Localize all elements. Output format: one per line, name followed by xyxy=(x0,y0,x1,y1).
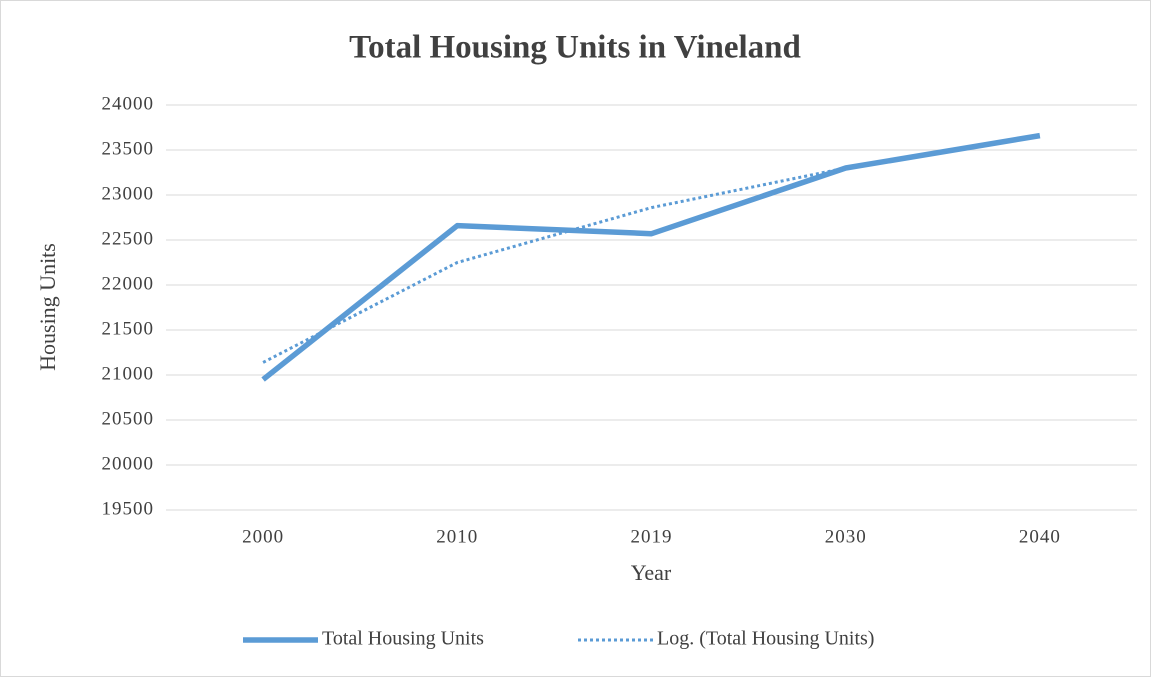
y-axis-label: Housing Units xyxy=(35,243,60,371)
x-tick-label: 2030 xyxy=(825,526,867,547)
y-tick-label: 19500 xyxy=(102,498,155,519)
y-tick-label: 23000 xyxy=(102,183,155,204)
legend-label: Total Housing Units xyxy=(322,628,484,650)
data-line xyxy=(262,166,846,364)
y-tick-label: 22500 xyxy=(102,228,155,249)
y-tick-label: 20000 xyxy=(102,453,155,474)
x-axis-label: Year xyxy=(631,560,672,585)
x-tick-label: 2000 xyxy=(242,526,284,547)
y-tick-label: 23500 xyxy=(102,138,155,159)
y-tick-label: 22000 xyxy=(102,273,155,294)
y-tick-label: 21000 xyxy=(102,363,155,384)
x-tick-label: 2019 xyxy=(631,526,673,547)
chart-title: Total Housing Units in Vineland xyxy=(349,30,801,66)
y-tick-label: 20500 xyxy=(102,408,155,429)
x-tick-label: 2010 xyxy=(436,526,478,547)
legend-label: Log. (Total Housing Units) xyxy=(657,628,874,650)
x-tick-label: 2040 xyxy=(1019,526,1061,547)
y-tick-label: 24000 xyxy=(102,93,155,114)
data-line xyxy=(261,132,1041,382)
y-tick-label: 21500 xyxy=(102,318,155,339)
